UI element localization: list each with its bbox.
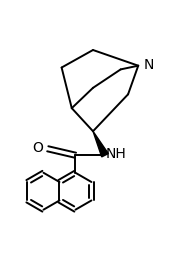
Text: NH: NH	[106, 147, 127, 161]
Polygon shape	[93, 131, 108, 157]
Text: O: O	[32, 141, 43, 155]
Text: N: N	[143, 58, 154, 72]
